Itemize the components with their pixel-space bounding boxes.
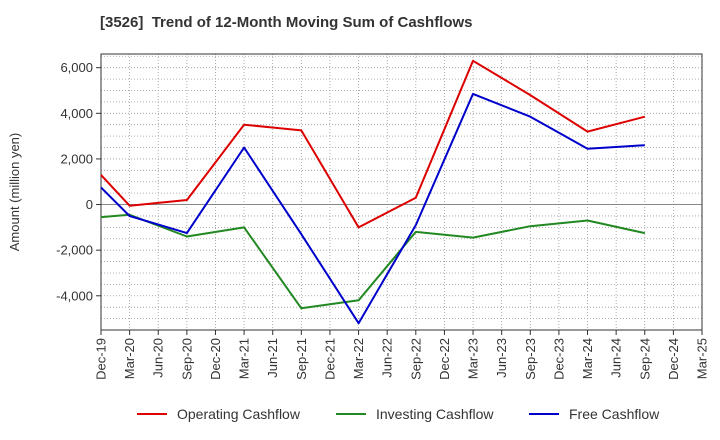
legend-label: Investing Cashflow	[376, 406, 494, 422]
x-tick-label: Dec-19	[94, 338, 109, 380]
x-tick-label: Mar-21	[237, 338, 252, 379]
x-tick-label: Sep-22	[408, 338, 423, 380]
x-tick-label: Jun-21	[265, 338, 280, 378]
y-tick-label: 0	[86, 197, 93, 212]
x-tick-label: Mar-23	[466, 338, 481, 379]
x-tick-label: Mar-22	[351, 338, 366, 379]
axes-layer: -4,000 -2,000 0 2,000 4,000 6,000 Dec-19 Mar-20…	[7, 53, 710, 380]
y-tick-label: 4,000	[60, 106, 93, 121]
series-layer	[100, 59, 646, 325]
plot-frame	[100, 53, 703, 331]
legend: Operating Cashflow Investing Cashflow Free…	[137, 406, 660, 422]
y-tick-label: -4,000	[56, 288, 93, 303]
x-tick-label: Dec-22	[437, 338, 452, 380]
x-tick-label: Jun-24	[609, 338, 624, 378]
legend-label: Operating Cashflow	[177, 406, 301, 422]
x-tick-label: Jun-23	[494, 338, 509, 378]
y-axis-label: Amount (million yen)	[7, 133, 22, 252]
x-tick-label: Mar-25	[695, 338, 710, 379]
x-tick-label: Mar-24	[580, 338, 595, 379]
x-tick-label: Jun-22	[380, 338, 395, 378]
x-tick-label: Dec-21	[322, 338, 337, 380]
series-line-1	[100, 213, 646, 310]
x-tick-label: Sep-21	[294, 338, 309, 380]
x-tick-label: Sep-20	[179, 338, 194, 380]
legend-label: Free Cashflow	[569, 406, 660, 422]
y-tick-label: -2,000	[56, 243, 93, 258]
x-tick-label: Mar-20	[122, 338, 137, 379]
y-tick-label: 2,000	[60, 151, 93, 166]
x-tick-label: Dec-20	[208, 338, 223, 380]
chart-title: [3526] Trend of 12-Month Moving Sum of C…	[100, 14, 473, 31]
series-line-2	[100, 92, 645, 325]
series-line-0	[100, 59, 646, 229]
x-tick-label: Sep-23	[523, 338, 538, 380]
x-tick-label: Sep-24	[637, 338, 652, 380]
grid-layer	[100, 54, 703, 330]
x-tick-label: Jun-20	[151, 338, 166, 378]
x-tick-label: Dec-23	[551, 338, 566, 380]
x-tick-label: Dec-24	[666, 338, 681, 380]
y-tick-label: 6,000	[60, 60, 93, 75]
